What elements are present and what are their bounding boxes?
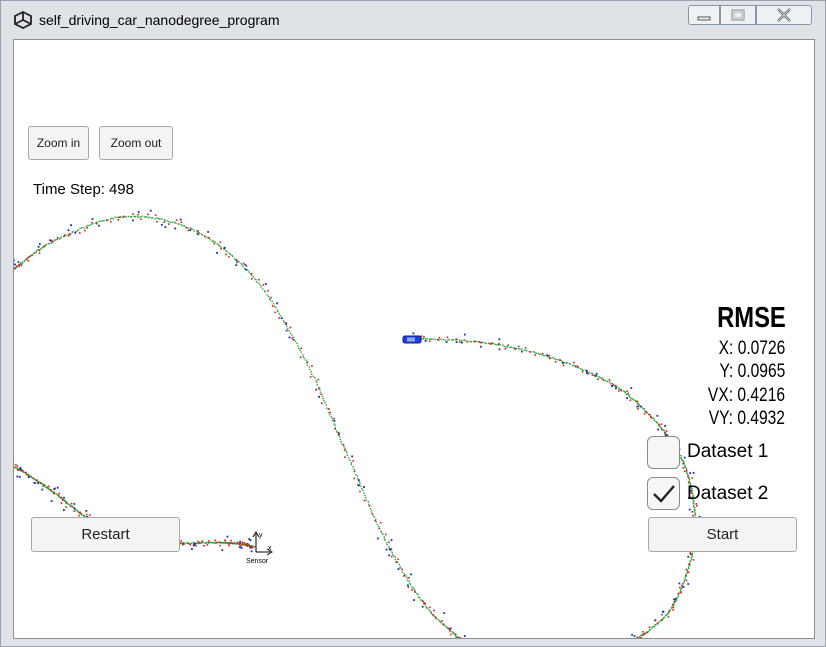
start-button[interactable]: Start [648, 517, 797, 552]
sensor-label: Sensor [246, 558, 269, 565]
time-step-readout: Time Step: 498 [33, 181, 134, 198]
title-bar[interactable]: self_driving_car_nanodegree_program [1, 1, 825, 37]
rmse-vy-value: VY: 0.4932 [708, 408, 785, 429]
time-step-label: Time Step: [33, 181, 105, 198]
rmse-vx-value: VX: 0.4216 [707, 385, 785, 406]
car-marker [402, 335, 422, 344]
window-title: self_driving_car_nanodegree_program [39, 12, 280, 28]
sensor-axes-icon: x y Sensor [246, 531, 273, 565]
dataset-2-label[interactable]: Dataset 2 [687, 483, 769, 504]
close-button[interactable] [756, 5, 812, 25]
dataset-2-checkbox[interactable] [647, 477, 680, 510]
sensor-axis-y-label: y [259, 532, 263, 539]
close-icon [777, 8, 791, 22]
time-step-value: 498 [108, 181, 134, 198]
minimize-button[interactable] [688, 5, 720, 25]
rmse-y-value: Y: 0.0965 [719, 361, 785, 382]
sensor-axis-x-label: x [268, 545, 272, 552]
maximize-button[interactable] [720, 5, 756, 25]
checkmark-icon [653, 485, 675, 503]
rmse-title: RMSE [717, 302, 786, 334]
zoom-in-button[interactable]: Zoom in [28, 126, 89, 160]
minimize-icon [697, 16, 711, 21]
simulator-viewport[interactable]: x y Sensor Zoom in Zoom out Time Step: 49… [13, 39, 815, 639]
zoom-out-button[interactable]: Zoom out [99, 126, 173, 160]
dataset-1-label[interactable]: Dataset 1 [687, 441, 769, 462]
rmse-x-value: X: 0.0726 [718, 338, 785, 359]
unity-logo-icon [14, 11, 32, 29]
restart-button[interactable]: Restart [31, 517, 180, 552]
dataset-1-checkbox[interactable] [647, 436, 680, 469]
maximize-icon [731, 9, 745, 21]
